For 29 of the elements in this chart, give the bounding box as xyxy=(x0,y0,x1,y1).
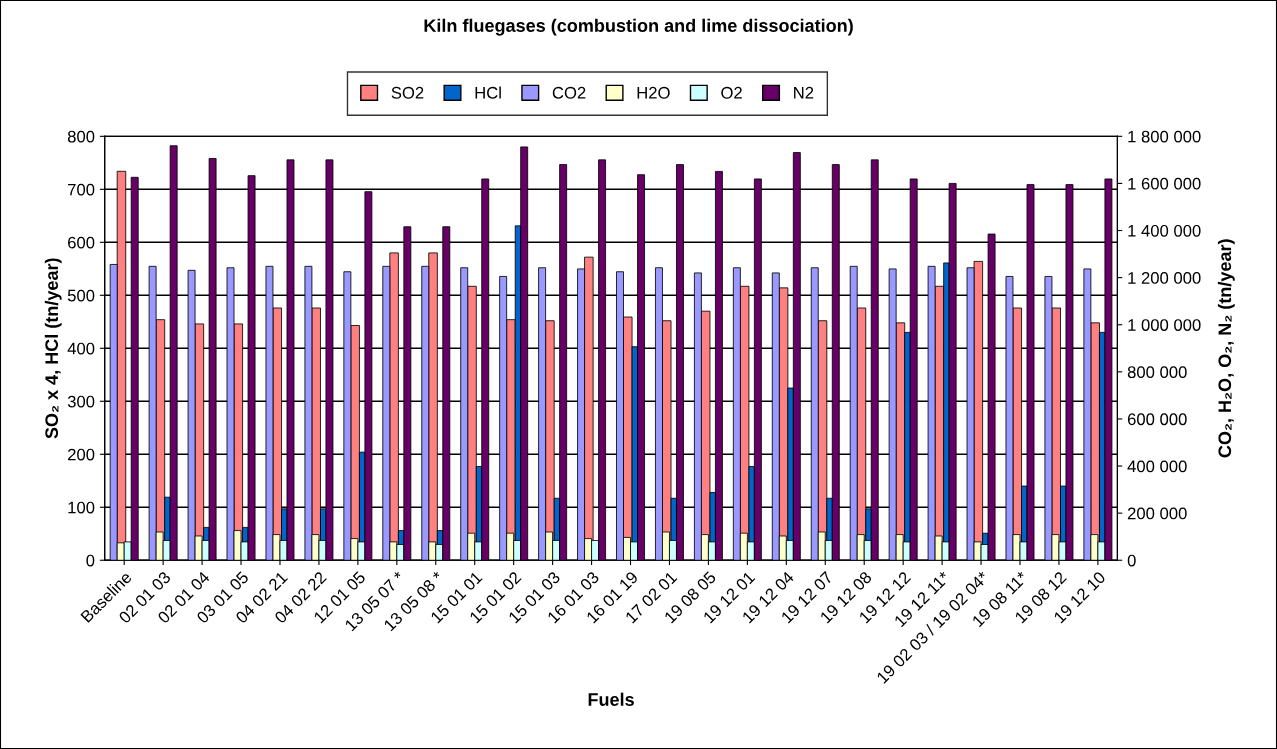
y-tick-label: 600 xyxy=(68,236,95,249)
x-axis-title: Fuels xyxy=(588,692,634,706)
y2-tick-label: 1 800 000 xyxy=(1128,130,1201,143)
y2-tick-label: 400 000 xyxy=(1127,460,1187,473)
legend-label: N2 xyxy=(794,86,814,99)
y2-tick-label: 1 000 000 xyxy=(1128,319,1201,331)
y-tick-label: 300 xyxy=(67,395,95,408)
y2-tick-label: 800 000 xyxy=(1127,366,1187,379)
y2-axis-title: CO₂, H₂O, O₂, N₂ (tn/year) xyxy=(1217,239,1235,458)
y-tick-label: 200 xyxy=(68,448,95,461)
legend-label: H2O xyxy=(637,86,670,99)
y-tick-label: 800 xyxy=(67,130,95,143)
y-tick-label: 100 xyxy=(68,501,95,514)
y2-tick-label: 1 600 000 xyxy=(1128,177,1201,190)
legend-label: HCl xyxy=(475,86,501,99)
y2-tick-label: 0 xyxy=(1127,554,1136,567)
legend-label: SO2 xyxy=(391,86,424,99)
y-tick-label: 500 xyxy=(67,289,95,302)
y-tick-label: 0 xyxy=(86,554,95,567)
y2-tick-label: 1 200 000 xyxy=(1128,272,1201,284)
y-axis-title: SO₂ x 4, HCl (tn/year) xyxy=(44,258,62,439)
y2-tick-label: 200 000 xyxy=(1127,507,1187,520)
legend-label: O2 xyxy=(721,86,742,99)
legend-label: CO2 xyxy=(552,86,586,99)
y2-tick-label: 600 000 xyxy=(1127,413,1187,426)
chart-title: Kiln fluegases (combustion and lime dissociation) xyxy=(424,18,853,36)
y-tick-label: 400 xyxy=(67,342,95,355)
y2-tick-label: 1 400 000 xyxy=(1128,224,1201,237)
y-tick-label: 700 xyxy=(68,183,95,196)
